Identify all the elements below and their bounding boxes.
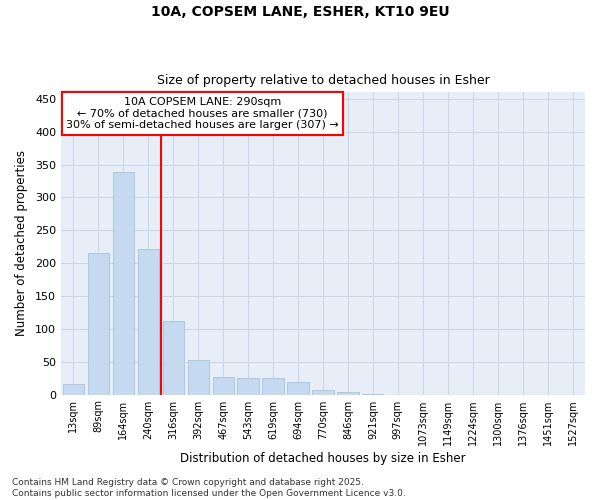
Y-axis label: Number of detached properties: Number of detached properties [15,150,28,336]
Text: 10A, COPSEM LANE, ESHER, KT10 9EU: 10A, COPSEM LANE, ESHER, KT10 9EU [151,5,449,19]
Text: 10A COPSEM LANE: 290sqm
← 70% of detached houses are smaller (730)
30% of semi-d: 10A COPSEM LANE: 290sqm ← 70% of detache… [66,97,339,130]
Bar [88,254,109,394]
Bar [337,392,359,394]
Bar [137,248,159,394]
Text: Contains HM Land Registry data © Crown copyright and database right 2025.
Contai: Contains HM Land Registry data © Crown c… [12,478,406,498]
Bar [287,382,308,394]
Bar [163,321,184,394]
Bar [313,390,334,394]
Bar [63,384,84,394]
Bar [262,378,284,394]
Bar [212,378,234,394]
X-axis label: Distribution of detached houses by size in Esher: Distribution of detached houses by size … [180,452,466,465]
Title: Size of property relative to detached houses in Esher: Size of property relative to detached ho… [157,74,490,87]
Bar [238,378,259,394]
Bar [188,360,209,394]
Bar [113,172,134,394]
